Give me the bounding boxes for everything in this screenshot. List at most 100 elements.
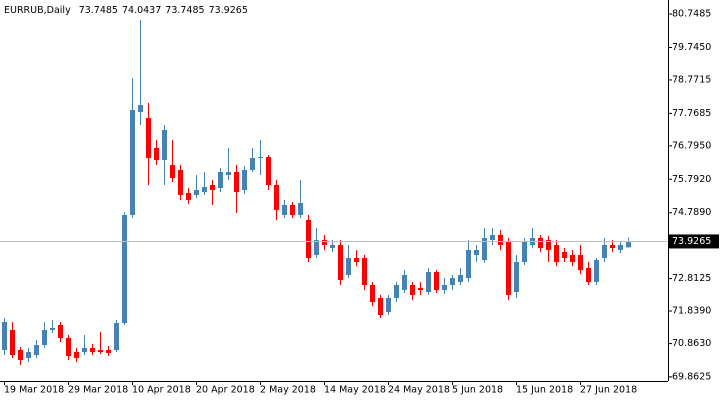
low-value: 73.7485 [165, 5, 204, 16]
candle-body [442, 285, 447, 290]
candle-body [522, 242, 527, 262]
x-tick-label: 14 May 2018 [324, 385, 386, 396]
candle-body [18, 350, 23, 360]
candle-body [370, 285, 375, 302]
candle-body [154, 148, 159, 160]
candle-body [114, 323, 119, 350]
candle-body [330, 245, 335, 248]
candle-body [162, 130, 167, 160]
candle-body [26, 352, 31, 358]
candle-body [490, 235, 495, 240]
candle-body [354, 258, 359, 262]
candle-body [306, 220, 311, 258]
candle-body [458, 275, 463, 282]
candle-body [618, 245, 623, 250]
candle-body [250, 158, 255, 170]
candle-body [122, 215, 127, 323]
y-tick-label: 75.7920 [672, 174, 711, 185]
candle-body [266, 157, 271, 185]
current-price-box [669, 234, 719, 249]
header: EURRUB,Daily 73.7485 74.0437 73.7485 73.9265 [4, 5, 248, 16]
candle-body [282, 205, 287, 215]
y-tick-label: 77.7685 [672, 108, 711, 119]
current-price-label: 73.9265 [672, 236, 711, 247]
candle-body [602, 245, 607, 258]
candle-body [610, 245, 615, 248]
candle-body [586, 268, 591, 282]
candle-body [466, 250, 471, 278]
candle-body [314, 240, 319, 255]
candle-body [82, 348, 87, 352]
candle-body [58, 325, 63, 338]
x-tick-label: 24 May 2018 [388, 385, 450, 396]
candle-body [2, 322, 7, 350]
y-tick-label: 70.8630 [672, 338, 711, 349]
candle-body [434, 272, 439, 290]
candle-body [450, 278, 455, 285]
candle-body [186, 193, 191, 200]
candle-body [98, 350, 103, 352]
symbol: EURRUB,Daily [4, 5, 71, 16]
x-tick-label: 15 Jun 2018 [516, 385, 573, 396]
y-tick-label: 72.8125 [672, 273, 711, 284]
candle-body [298, 203, 303, 215]
candle-body [226, 172, 231, 175]
y-tick-label: 69.8625 [672, 371, 711, 382]
candle-body [570, 255, 575, 262]
candle-body [546, 240, 551, 250]
candle-body [290, 205, 295, 215]
candle-body [138, 105, 143, 112]
candle-body [482, 238, 487, 260]
candle-body [178, 170, 183, 195]
candle-body [42, 330, 47, 345]
y-tick-label: 74.7890 [672, 207, 711, 218]
x-tick-label: 20 Apr 2018 [196, 385, 255, 396]
candle-body [66, 338, 71, 356]
candle-body [402, 275, 407, 290]
candle-body [338, 245, 343, 280]
y-tick-label: 80.7485 [672, 9, 711, 20]
candle-body [10, 330, 15, 355]
candle-body [274, 185, 279, 210]
candle-body [218, 172, 223, 188]
y-tick-label: 71.8390 [672, 306, 711, 317]
candle-body [410, 285, 415, 295]
candle-body [258, 157, 263, 158]
candle-body [234, 172, 239, 192]
candle-body [418, 288, 423, 290]
candle-body [210, 185, 215, 190]
candle-body [554, 245, 559, 262]
y-tick-label: 79.7450 [672, 42, 711, 53]
candle-body [506, 242, 511, 295]
candle-body [346, 258, 351, 275]
candle-body [74, 352, 79, 358]
candle-body [562, 252, 567, 258]
candle-body [34, 345, 39, 355]
candle-body [474, 250, 479, 255]
candle-body [378, 298, 383, 315]
candle-body [386, 298, 391, 312]
candle-body [202, 187, 207, 192]
y-tick-label: 78.7715 [672, 74, 711, 85]
candle-body [194, 190, 199, 195]
candle-body [514, 262, 519, 292]
candle-body [130, 110, 135, 215]
y-tick-label: 76.7950 [672, 140, 711, 151]
candle-body [394, 285, 399, 298]
candle-body [146, 118, 151, 158]
candle-body [90, 348, 95, 352]
candle-body [426, 272, 431, 292]
x-tick-label: 5 Jun 2018 [452, 385, 503, 396]
candle-body [626, 241, 631, 248]
candle-body [106, 350, 111, 353]
x-tick-label: 19 Mar 2018 [4, 385, 64, 396]
candle-body [170, 165, 175, 178]
x-tick-label: 27 Jun 2018 [580, 385, 637, 396]
candle-body [362, 258, 367, 285]
candle-body [322, 240, 327, 245]
candle-body [242, 170, 247, 190]
x-tick-label: 10 Apr 2018 [132, 385, 191, 396]
open-value: 73.7485 [79, 5, 118, 16]
